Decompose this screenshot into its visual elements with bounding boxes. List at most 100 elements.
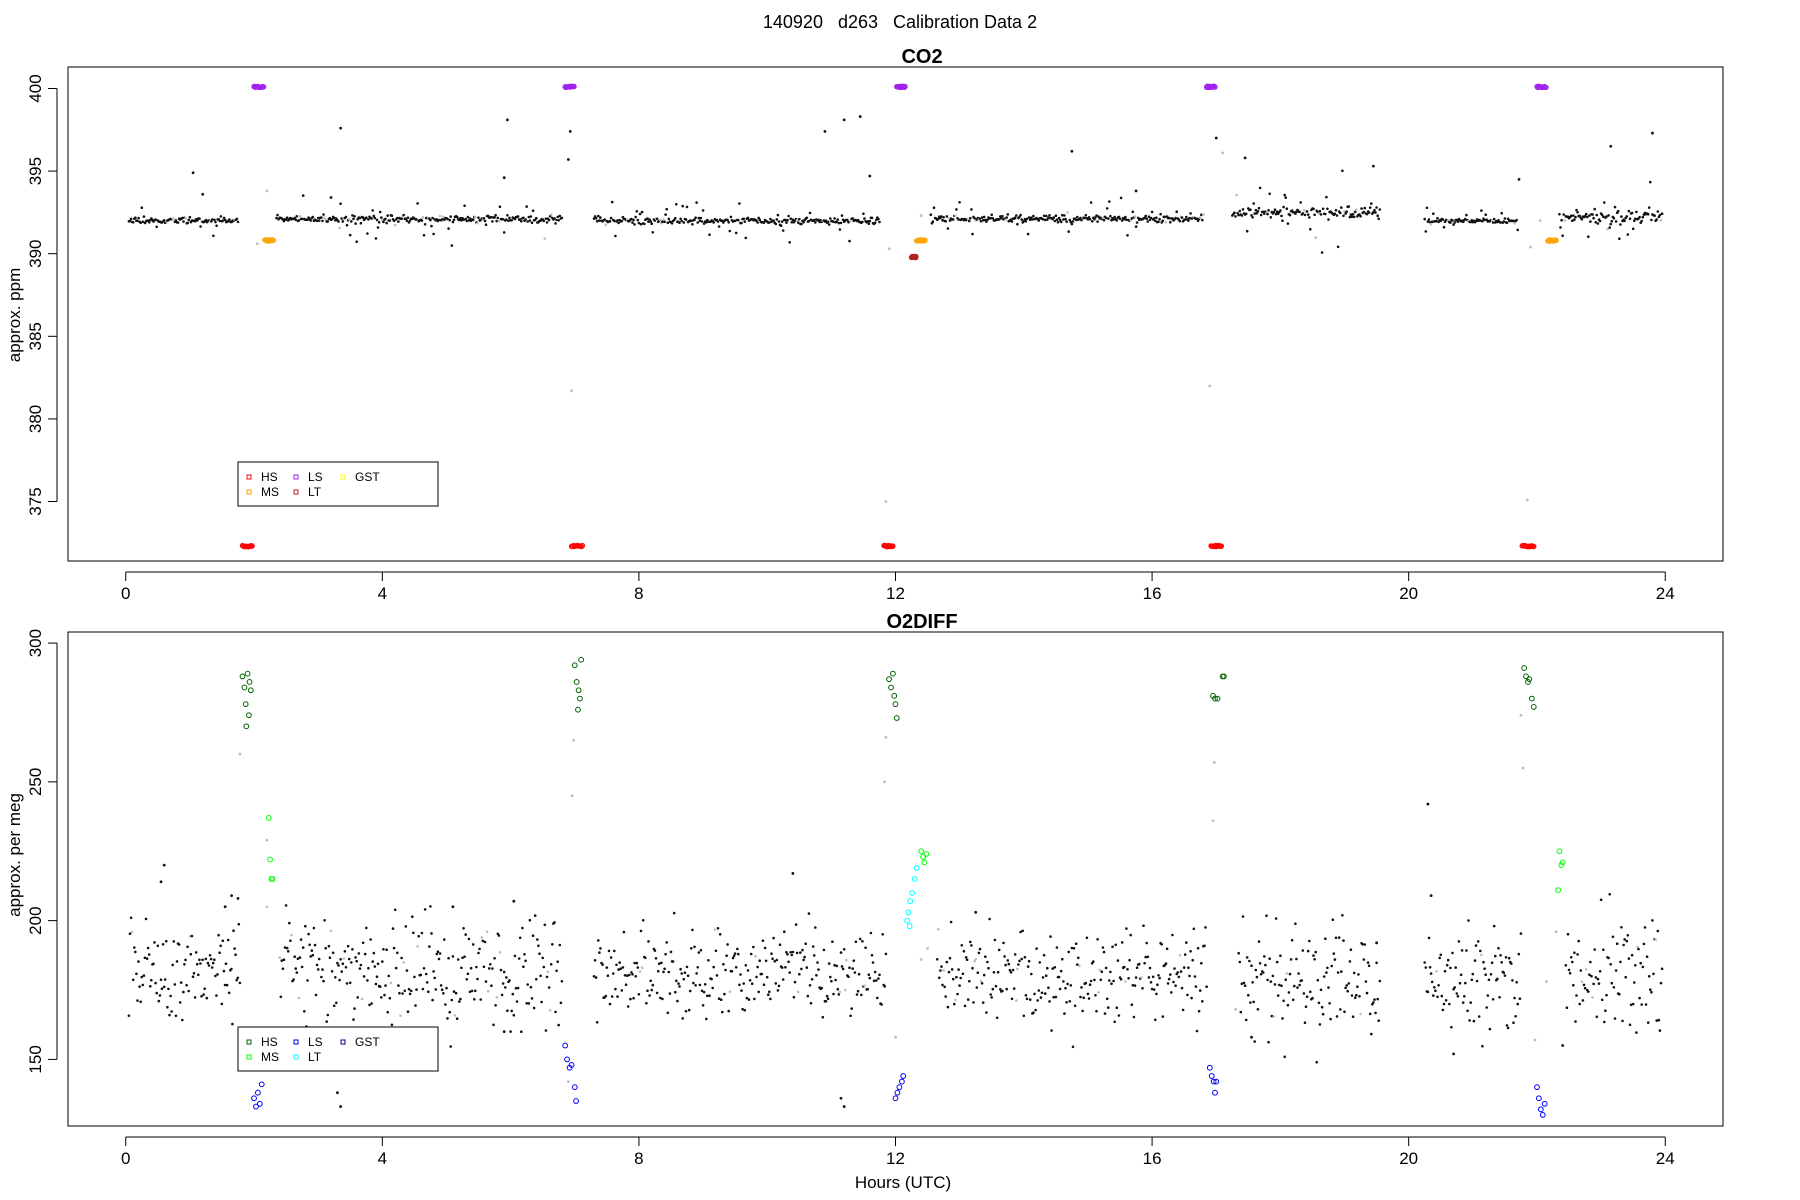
ambient-point (1476, 940, 1480, 943)
ambient-point (1355, 208, 1358, 212)
ambient-point (1201, 218, 1204, 222)
ambient-point (803, 955, 806, 959)
ambient-point (776, 213, 780, 217)
ambient-point (1650, 218, 1653, 222)
ambient-point (1132, 1015, 1136, 1019)
calibration-point-ls (573, 1098, 579, 1104)
ambient-point (599, 216, 602, 219)
ambient-point (621, 966, 625, 969)
ambient-point (1620, 215, 1623, 218)
ambient-point (1596, 977, 1600, 981)
ambient-point (1608, 893, 1611, 896)
ambient-point (535, 216, 538, 220)
co2-x-tick-label: 8 (634, 584, 643, 603)
ambient-point (282, 958, 286, 961)
ambient-point (1626, 934, 1630, 937)
ambient-point (1187, 219, 1190, 222)
ambient-point (957, 218, 960, 221)
ambient-point (716, 220, 720, 223)
ambient-point (698, 219, 702, 223)
ambient-point (1595, 1015, 1599, 1019)
ambient-point (706, 994, 709, 998)
ambient-point (424, 972, 428, 976)
co2-y-tick-label: 375 (26, 487, 45, 515)
ambient-point (315, 219, 319, 223)
calibration-point-hs (1212, 695, 1218, 702)
ambient-point (663, 220, 666, 224)
ambient-point (193, 219, 197, 223)
ambient-point (433, 976, 437, 980)
ambient-point (176, 221, 180, 224)
ambient-point (484, 980, 488, 983)
ambient-point (825, 994, 829, 998)
ambient-point (1019, 213, 1022, 217)
ambient-point (634, 215, 637, 219)
ambient-point (474, 215, 477, 219)
ambient-point (1252, 202, 1255, 205)
calibration-point-hs (1526, 676, 1533, 683)
ambient-point (1471, 972, 1475, 976)
ambient-point (1486, 994, 1490, 997)
ambient-point (1504, 956, 1508, 959)
ambient-point (525, 205, 528, 208)
ambient-point (769, 997, 772, 1001)
ambient-point (949, 920, 953, 924)
ambient-point (743, 1008, 747, 1012)
ambient-point (345, 982, 349, 985)
ambient-point (675, 203, 678, 206)
ambient-point (1610, 219, 1614, 223)
ambient-point (654, 957, 658, 960)
ambient-point (369, 938, 372, 941)
ambient-point (220, 1002, 224, 1006)
ambient-point (622, 930, 626, 934)
ambient-point (951, 218, 955, 221)
ambient-point (191, 975, 195, 978)
ambient-point (1052, 995, 1055, 999)
ambient-point (406, 216, 410, 219)
ambient-point (742, 982, 745, 985)
ambient-point (1324, 937, 1327, 940)
ambient-point (1124, 215, 1127, 219)
ambient-point (640, 966, 644, 969)
ambient-point (711, 986, 714, 990)
ambient-point (1503, 217, 1507, 220)
calibration-point-ms (265, 815, 272, 821)
o2diff-y-tick-label: 250 (26, 768, 45, 796)
ambient-point (696, 966, 699, 969)
ambient-point (1066, 982, 1069, 986)
ambient-point (1284, 196, 1287, 199)
ambient-point (431, 216, 434, 220)
ambient-point (1604, 1009, 1607, 1012)
ambient-point (755, 975, 758, 979)
ambient-point (1320, 251, 1324, 254)
ambient-point (493, 216, 496, 219)
ambient-point (404, 925, 408, 928)
ambient-point (1148, 966, 1152, 970)
ambient-point (515, 1000, 519, 1003)
ambient-point (1127, 977, 1130, 980)
ambient-point (1061, 957, 1064, 961)
ambient-point (1597, 982, 1601, 985)
ambient-point (780, 966, 784, 969)
ambient-point (498, 205, 502, 208)
ambient-point (298, 215, 302, 218)
ambient-point (756, 965, 759, 969)
ambient-outlier-point (842, 118, 846, 122)
ambient-point (607, 949, 611, 953)
ambient-point (1105, 207, 1109, 210)
ambient-point (436, 950, 440, 953)
ambient-point (1009, 218, 1013, 221)
ambient-point (377, 221, 381, 224)
ambient-point (510, 1009, 513, 1013)
ambient-point (456, 958, 460, 961)
ambient-point (1491, 221, 1495, 224)
transition-point (884, 736, 888, 739)
ambient-point (594, 216, 598, 220)
ambient-outlier-point (566, 158, 570, 161)
ambient-point (978, 217, 982, 220)
ambient-point (1348, 215, 1352, 219)
calibration-point-hs (243, 723, 250, 730)
ambient-point (1587, 235, 1590, 238)
calibration-point-ms (921, 859, 928, 866)
ambient-point (526, 983, 529, 986)
